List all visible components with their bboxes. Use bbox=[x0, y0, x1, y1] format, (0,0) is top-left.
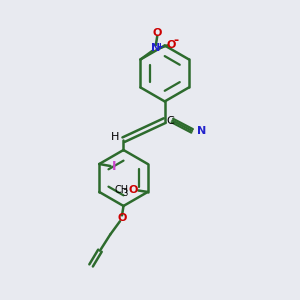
Text: 3: 3 bbox=[122, 189, 128, 198]
Text: CH: CH bbox=[114, 185, 128, 195]
Text: O: O bbox=[167, 40, 176, 50]
Text: +: + bbox=[156, 42, 163, 51]
Text: I: I bbox=[112, 160, 117, 173]
Text: O: O bbox=[153, 28, 162, 38]
Text: O: O bbox=[128, 185, 138, 196]
Text: -: - bbox=[174, 34, 179, 47]
Text: N: N bbox=[197, 126, 206, 136]
Text: C: C bbox=[166, 116, 174, 126]
Text: N: N bbox=[151, 43, 160, 53]
Text: O: O bbox=[117, 213, 127, 223]
Text: H: H bbox=[110, 132, 119, 142]
